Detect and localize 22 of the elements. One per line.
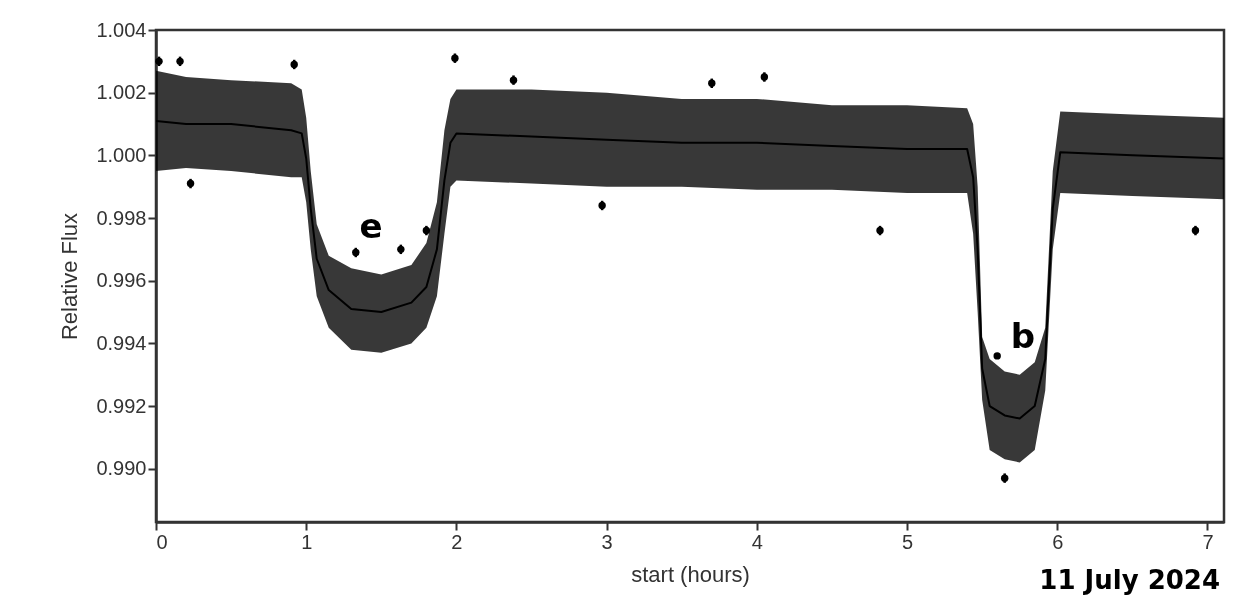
annotation: e — [359, 206, 383, 246]
y-tick-label: 1.004 — [96, 18, 147, 41]
x-tick-label: 3 — [601, 530, 613, 553]
x-tick-label: 6 — [1052, 530, 1064, 553]
x-tick-label: 5 — [901, 530, 914, 553]
y-tick-label: 0.996 — [96, 269, 147, 292]
x-axis-title: start (hours) — [631, 561, 750, 587]
annotation: b — [1010, 316, 1036, 356]
x-tick-label: 0 — [156, 530, 168, 553]
y-tick-label: 1.000 — [96, 143, 147, 166]
y-tick-label: 0.998 — [96, 206, 147, 229]
x-tick-label: 4 — [751, 530, 763, 553]
x-tick-label: 7 — [1202, 530, 1214, 553]
x-tick-label: 2 — [451, 530, 463, 553]
y-axis-title: Relative Flux — [57, 212, 83, 341]
x-tick-label: 1 — [301, 530, 313, 553]
y-tick-label: 1.002 — [96, 81, 147, 104]
text: 11 July 2024 — [1039, 565, 1220, 595]
y-tick-label: 0.994 — [96, 331, 147, 354]
y-tick-label: 0.990 — [96, 457, 147, 480]
y-tick-label: 0.992 — [96, 394, 147, 417]
point — [993, 352, 1001, 360]
